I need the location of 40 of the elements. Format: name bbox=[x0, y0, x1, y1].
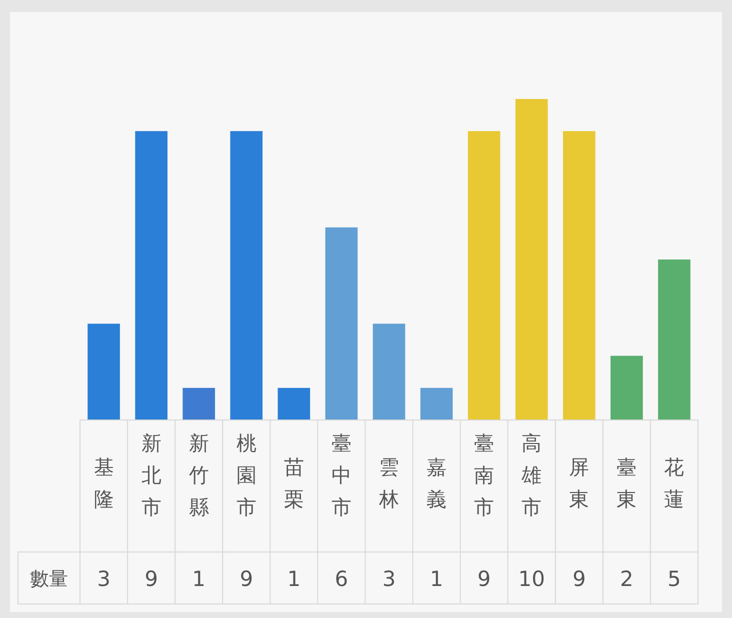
data-label: 6 bbox=[334, 567, 348, 591]
x-tick-label: 桃園市 bbox=[236, 431, 256, 519]
data-label: 9 bbox=[144, 567, 158, 591]
x-tick-label: 新北市 bbox=[141, 431, 162, 519]
x-tick-label: 屏東 bbox=[569, 455, 590, 511]
text: 數量 bbox=[30, 568, 68, 590]
data-label: 3 bbox=[382, 567, 396, 591]
bar bbox=[515, 99, 548, 420]
x-tick-label: 雲林 bbox=[378, 455, 399, 511]
bar bbox=[372, 324, 406, 420]
bar bbox=[88, 324, 120, 420]
data-label: 10 bbox=[518, 567, 545, 591]
x-tick-label: 臺南市 bbox=[474, 431, 494, 519]
bar bbox=[325, 227, 358, 420]
bar bbox=[658, 260, 690, 420]
bar bbox=[562, 131, 596, 420]
data-label: 5 bbox=[668, 567, 681, 591]
data-label: 1 bbox=[430, 567, 444, 591]
bar bbox=[468, 131, 500, 420]
x-tick-label: 花蓮 bbox=[664, 455, 684, 511]
data-label: 1 bbox=[287, 567, 301, 591]
x-tick-label: 臺中市 bbox=[331, 431, 352, 519]
bar bbox=[610, 356, 643, 420]
x-tick-label: 苗栗 bbox=[284, 455, 304, 511]
data-label: 9 bbox=[477, 567, 491, 591]
data-label: 3 bbox=[97, 567, 110, 591]
data-label: 9 bbox=[240, 567, 254, 591]
x-tick-label: 高雄市 bbox=[520, 431, 542, 519]
bar bbox=[230, 131, 263, 420]
x-tick-label: 新竹縣 bbox=[188, 431, 209, 519]
data-label: 1 bbox=[192, 567, 206, 591]
bar bbox=[135, 131, 168, 420]
data-label: 2 bbox=[620, 567, 634, 591]
bar bbox=[182, 388, 216, 420]
x-tick-label: 嘉義 bbox=[426, 455, 447, 511]
data-label: 9 bbox=[572, 567, 586, 591]
bar bbox=[278, 388, 310, 420]
bar bbox=[420, 388, 453, 420]
x-tick-label: 臺東 bbox=[616, 455, 637, 511]
x-tick-label: 基隆 bbox=[94, 455, 114, 511]
